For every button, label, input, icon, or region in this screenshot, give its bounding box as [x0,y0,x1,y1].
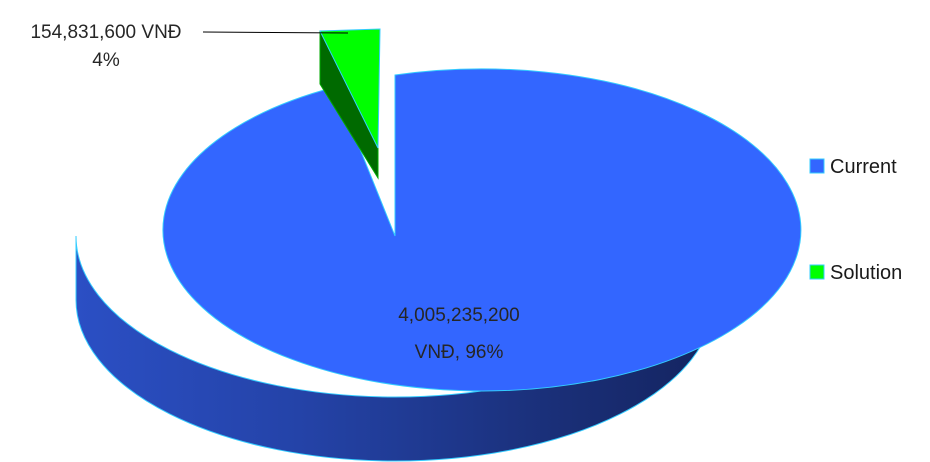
current-label-percent: VNĐ, 96% [415,342,504,363]
solution-label-percent: 4% [92,50,120,71]
legend: Current Solution [809,156,902,284]
current-label-value: 4,005,235,200 [398,305,520,326]
solution-leader-line [202,31,349,34]
slice-solution [319,28,381,149]
legend-swatch-solution [809,264,825,280]
legend-label-current: Current [830,156,897,178]
legend-swatch-current [809,158,825,174]
slice-current [162,68,802,392]
solution-label-value: 154,831,600 VNĐ [30,22,181,43]
legend-label-solution: Solution [830,262,902,284]
